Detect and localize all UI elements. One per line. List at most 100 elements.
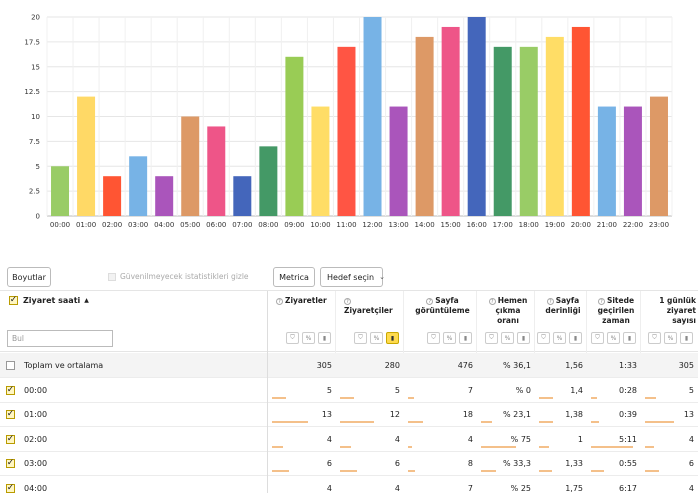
bar-22[interactable] (623, 106, 642, 216)
bar-11[interactable] (337, 46, 356, 216)
dimension-column-title[interactable]: ✓ Ziyaret saati ▲ (9, 296, 89, 305)
chart-toggle-icon[interactable]: ▮ (623, 332, 636, 344)
goal-select[interactable]: Hedef seçin ⌄ (320, 267, 385, 287)
table-row[interactable]: ✓ 00:00 5 5 7 % 0 1,4 0:28 5 (0, 377, 698, 403)
metric-title[interactable]: ? Sayfa derinliği (543, 296, 583, 316)
metric-title[interactable]: ? Ziyaretler (276, 296, 332, 306)
metric-header-2[interactable]: ? Sayfa görüntüleme ⛉% ▮ (404, 291, 477, 353)
row-checkbox[interactable]: ✓ (6, 482, 15, 493)
value-bar (591, 470, 604, 472)
totals-row[interactable]: Toplam ve ortalama 305 280 476 % 36,1 1,56 1:3… (0, 353, 698, 378)
bar-5[interactable] (181, 116, 200, 217)
bar-21[interactable] (597, 106, 616, 216)
info-icon[interactable]: ? (488, 298, 496, 305)
bar-14[interactable] (415, 36, 434, 217)
sort-ascending-icon[interactable]: ▲ (84, 297, 89, 304)
bar-19[interactable] (545, 36, 564, 217)
metric-value: 1 (577, 434, 583, 444)
search-input[interactable] (7, 330, 113, 347)
metric-cell: 13 (641, 402, 694, 427)
x-tick-label: 17:00 (493, 221, 513, 229)
bar-20[interactable] (571, 26, 590, 217)
info-icon[interactable]: ? (597, 298, 605, 305)
metric-title[interactable]: ? Hemen çıkma oranı (485, 296, 531, 326)
info-icon[interactable]: ? (426, 298, 434, 305)
filter-icon[interactable]: ⛉ (648, 332, 661, 344)
row-checkbox[interactable]: ✓ (6, 384, 15, 395)
table-row[interactable]: ✓ 01:00 13 12 18 % 23,1 1,38 0:39 13 (0, 402, 698, 427)
metric-header-5[interactable]: ? Sitede geçirilen zaman ⛉% ▮ (587, 291, 641, 353)
row-checkbox[interactable]: ✓ (6, 458, 15, 468)
metric-title-label: Sitede geçirilen zaman (597, 296, 635, 325)
bar-23[interactable] (649, 96, 668, 216)
bar-2[interactable] (103, 176, 122, 216)
chart-toggle-icon[interactable]: ▮ (386, 332, 399, 344)
bar-15[interactable] (441, 26, 460, 217)
filter-icon[interactable]: ⛉ (537, 332, 550, 344)
bar-4[interactable] (155, 176, 174, 216)
row-label: 01:00 (24, 410, 48, 419)
chart-toggle-icon[interactable]: ▮ (517, 332, 530, 344)
filter-icon[interactable]: ⛉ (427, 332, 440, 344)
filter-icon[interactable]: ⛉ (354, 332, 367, 344)
metrica-button[interactable]: Metrica (273, 267, 315, 287)
metric-title[interactable]: ? Sayfa görüntüleme (412, 296, 473, 316)
metric-value: 0:28 (619, 385, 637, 395)
info-icon[interactable]: ? (276, 298, 283, 305)
metric-title[interactable]: 1 günlük ziyaret sayısı (645, 296, 696, 326)
metric-header-0[interactable]: ? Ziyaretler ⛉% ▮ (268, 291, 336, 353)
chart-toggle-icon[interactable]: ▮ (318, 332, 331, 344)
table-row[interactable]: ✓ 02:00 4 4 4 % 75 1 5:11 4 (0, 426, 698, 452)
percent-icon[interactable]: % (553, 332, 566, 344)
metric-header-1[interactable]: ?Ziyaretçiler ⛉% ▮ (336, 291, 404, 353)
chart-toggle-icon[interactable]: ▮ (569, 332, 582, 344)
percent-icon[interactable]: % (607, 332, 620, 344)
metric-title[interactable]: ? Sitede geçirilen zaman (595, 296, 637, 326)
metric-title-label: Sayfa derinliği (545, 296, 581, 315)
metric-header-3[interactable]: ? Hemen çıkma oranı ⛉% ▮ (477, 291, 535, 353)
bar-7[interactable] (233, 176, 252, 216)
row-checkbox[interactable]: ✓ (6, 433, 15, 444)
bar-3[interactable] (129, 156, 148, 216)
metric-header-4[interactable]: ? Sayfa derinliği ⛉% ▮ (535, 291, 587, 353)
metric-title[interactable]: ?Ziyaretçiler (344, 296, 400, 316)
metric-value: 305 (316, 361, 332, 370)
percent-icon[interactable]: % (664, 332, 677, 344)
percent-icon[interactable]: % (302, 332, 315, 344)
bar-10[interactable] (311, 106, 330, 216)
bar-0[interactable] (51, 166, 70, 216)
percent-icon[interactable]: % (443, 332, 456, 344)
bar-12[interactable] (363, 17, 382, 216)
metric-value: % 23,1 (503, 410, 531, 419)
value-bar (408, 421, 423, 423)
table-row[interactable]: ✓ 03:00 6 6 8 % 33,3 1,33 0:55 6 (0, 451, 698, 476)
x-tick-label: 23:00 (649, 221, 669, 229)
row-checkbox[interactable]: ✓ (6, 409, 15, 419)
metric-header-6[interactable]: 1 günlük ziyaret sayısı ⛉% ▮ (641, 291, 698, 353)
percent-icon[interactable]: % (501, 332, 514, 344)
table-row[interactable]: ✓ 04:00 4 4 7 % 25 1,75 6:17 4 (0, 475, 698, 493)
bar-18[interactable] (519, 46, 538, 216)
row-checkbox[interactable] (6, 361, 15, 370)
bar-6[interactable] (207, 126, 226, 216)
metric-cell: 1:33 (587, 353, 637, 378)
dimensions-button[interactable]: Boyutlar (7, 267, 51, 287)
bar-8[interactable] (259, 146, 278, 216)
chart-toggle-icon[interactable]: ▮ (680, 332, 693, 344)
filter-icon[interactable]: ⛉ (591, 332, 604, 344)
chart-toggle-icon[interactable]: ▮ (459, 332, 472, 344)
bar-16[interactable] (467, 17, 486, 216)
bar-1[interactable] (77, 96, 96, 216)
select-all-checkbox[interactable]: ✓ (9, 295, 18, 305)
row-label: Toplam ve ortalama (24, 361, 104, 370)
bar-13[interactable] (389, 106, 408, 216)
bar-9[interactable] (285, 56, 304, 216)
hide-unreliable-toggle[interactable]: Güvenilmeyecek istatistikleri gizle (108, 272, 249, 281)
info-icon[interactable]: ? (546, 298, 554, 305)
filter-icon[interactable]: ⛉ (286, 332, 299, 344)
percent-icon[interactable]: % (370, 332, 383, 344)
bar-17[interactable] (493, 46, 512, 216)
filter-icon[interactable]: ⛉ (485, 332, 498, 344)
info-icon[interactable]: ? (344, 298, 351, 305)
hide-unreliable-checkbox[interactable] (108, 272, 116, 281)
